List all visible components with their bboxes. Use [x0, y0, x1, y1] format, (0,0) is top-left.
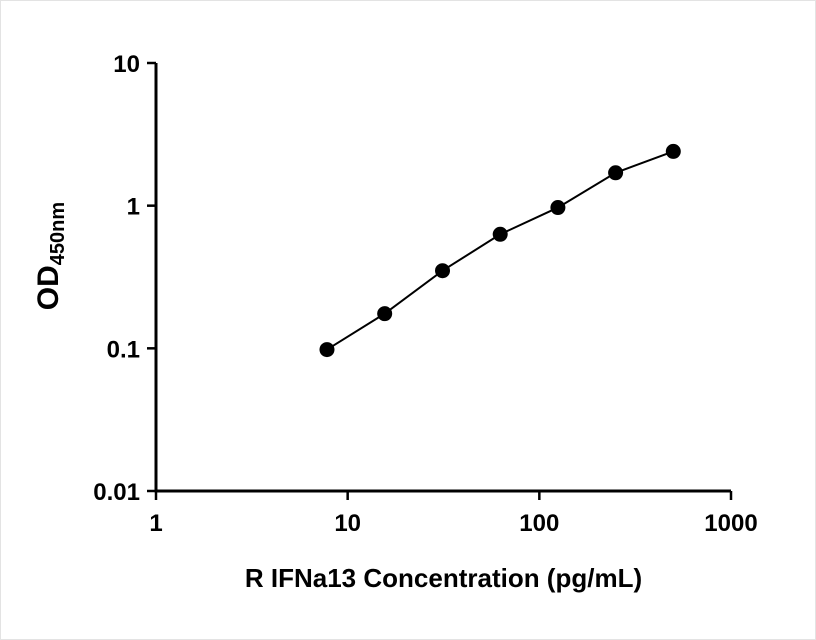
x-tick-label: 1 [149, 510, 162, 537]
y-tick-label: 1 [127, 194, 140, 221]
x-tick-label: 1000 [704, 510, 757, 537]
data-point [608, 165, 624, 181]
y-tick-label: 10 [113, 51, 140, 78]
y-tick-label: 0.01 [93, 479, 140, 506]
y-axis-title-main: OD [32, 265, 65, 311]
x-axis-title: R IFNa13 Concentration (pg/mL) [244, 563, 643, 593]
data-point [550, 200, 566, 216]
data-point [492, 226, 508, 242]
data-point [435, 263, 451, 279]
y-axis-title: OD450nm [32, 201, 69, 311]
series-line [326, 150, 674, 351]
x-tick-label: 10 [334, 510, 361, 537]
y-tick-label: 0.1 [107, 336, 140, 363]
x-tick-label: 100 [519, 510, 559, 537]
data-point [665, 143, 681, 159]
y-axis-title-sub: 450nm [47, 201, 69, 266]
data-point [377, 306, 393, 322]
data-point [319, 342, 335, 358]
